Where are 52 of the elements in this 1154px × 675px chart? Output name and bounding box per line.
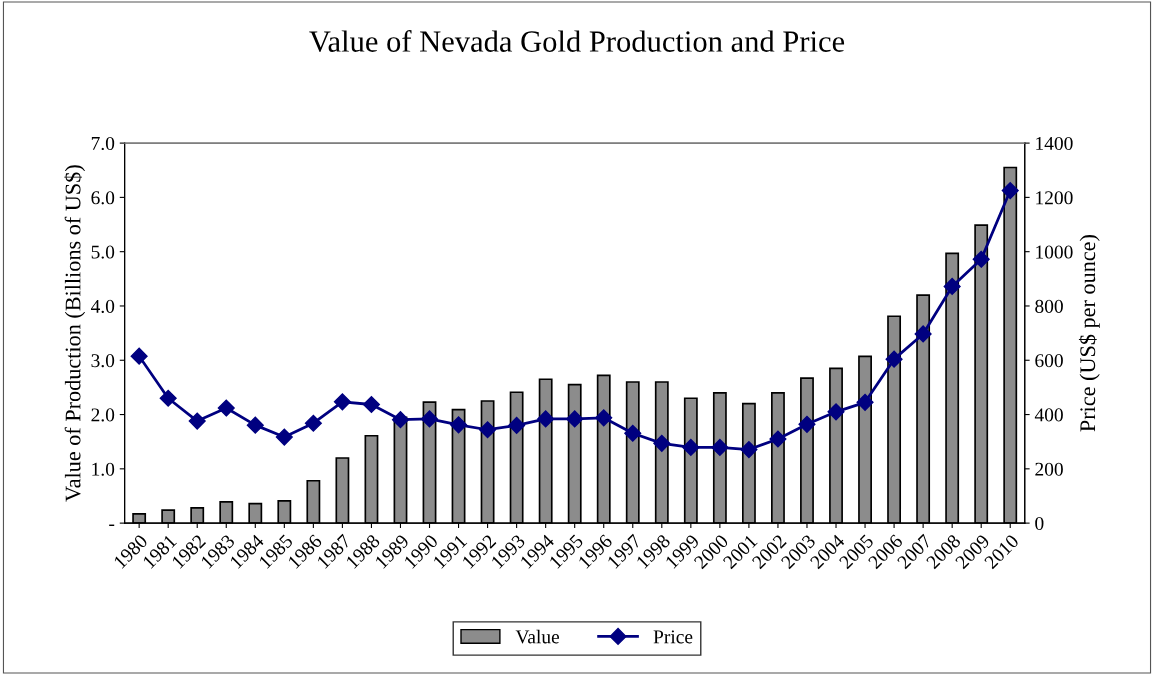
legend-label: Price <box>653 630 693 644</box>
y-tick-label: 4.0 <box>90 299 115 313</box>
y-tick-label: 1.0 <box>92 462 115 476</box>
point <box>217 399 235 417</box>
legend-label: Value <box>515 629 560 644</box>
point <box>391 411 410 429</box>
y2-tick-label: 1000 <box>1036 245 1073 259</box>
point <box>304 414 322 432</box>
point <box>362 395 380 414</box>
point <box>914 325 932 343</box>
y-tick-label: 5.0 <box>91 245 115 259</box>
point <box>246 416 264 434</box>
y2-tick-label: 1200 <box>1036 191 1073 205</box>
y2-tick-label: 600 <box>1035 354 1063 368</box>
point <box>449 416 468 434</box>
y-tick-label: 2.0 <box>91 408 115 422</box>
point <box>1001 182 1019 200</box>
point <box>188 412 206 430</box>
point <box>595 409 613 427</box>
point <box>885 350 903 368</box>
point <box>653 434 671 452</box>
point <box>566 410 584 428</box>
y-tick-label: - <box>109 524 115 527</box>
point <box>333 393 351 411</box>
point <box>798 415 816 433</box>
y2-axis-title: Price (US$ per ounce) <box>1078 235 1100 432</box>
y2-tick-label: 800 <box>1035 299 1063 313</box>
y2-tick-label: 400 <box>1034 408 1063 422</box>
point <box>769 430 787 448</box>
point <box>130 347 148 365</box>
point <box>159 389 177 407</box>
point <box>856 393 874 411</box>
y-tick-label: 3.0 <box>91 354 115 368</box>
point <box>682 438 700 456</box>
point <box>479 421 497 439</box>
y2-tick-label: 200 <box>1035 462 1063 476</box>
point <box>827 403 845 421</box>
point <box>508 416 526 434</box>
point <box>972 250 990 268</box>
y-tick-label: 7.0 <box>91 136 115 151</box>
y2-tick-label: 0 <box>1035 516 1044 531</box>
point <box>740 441 758 459</box>
chart-title: Value of Nevada Gold Production and Price <box>309 30 845 53</box>
point <box>275 428 293 446</box>
point <box>943 277 961 295</box>
point <box>537 410 555 428</box>
point <box>624 424 642 442</box>
point <box>711 438 729 456</box>
point <box>420 410 439 428</box>
y-tick-label: 6.0 <box>91 191 115 205</box>
y2-tick-label: 1400 <box>1036 136 1073 151</box>
y-axis-title: Value of Production (Billions of US$) <box>64 165 86 502</box>
